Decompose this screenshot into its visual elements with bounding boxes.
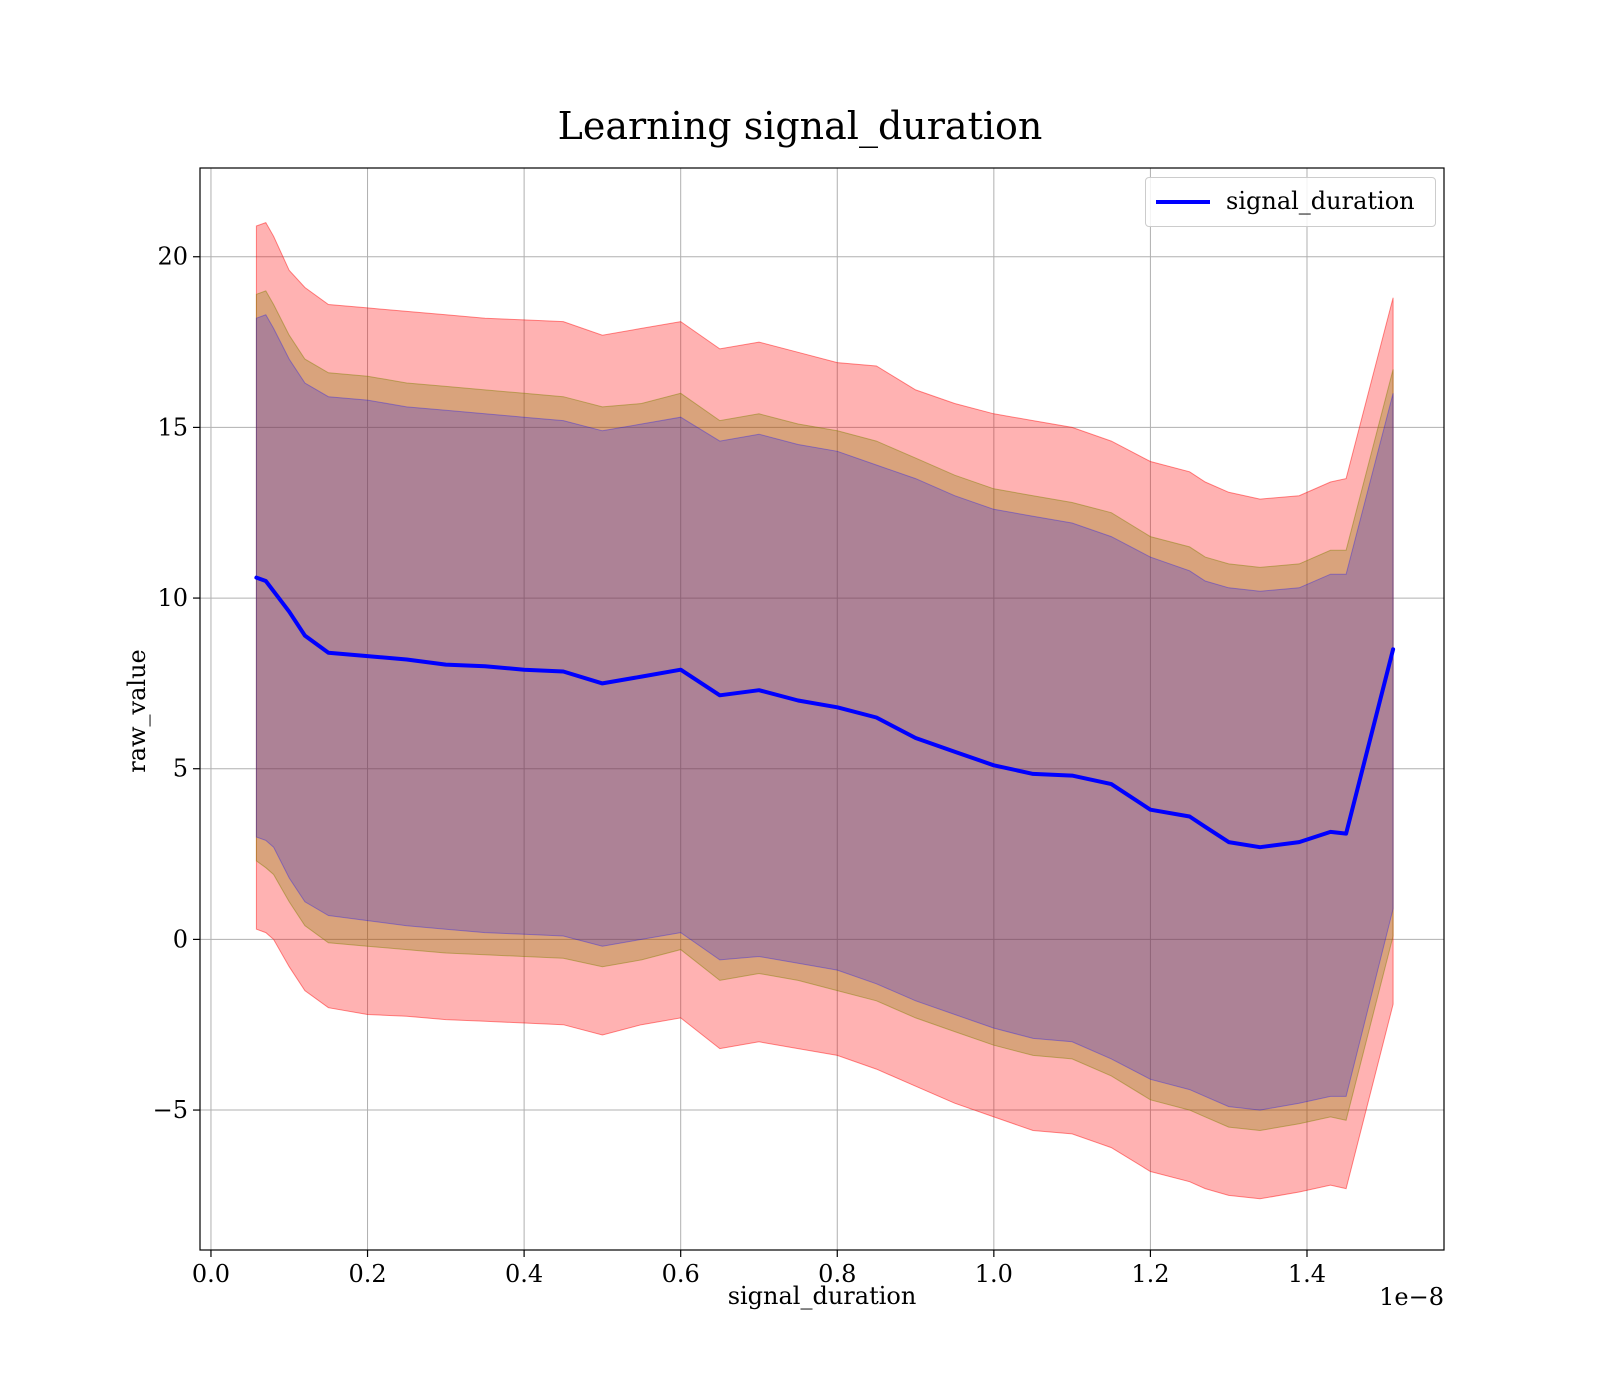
confidence-band-2 (255, 290, 1394, 1132)
tick-layer: 0.0 0.2 0.4 0.6 0.8 1.0 1.2 1.4 −5 0 5 10 15 20 (153, 243, 1326, 1288)
plot-frame (199, 167, 1445, 1251)
x-tick-label: 0.4 (505, 1260, 543, 1288)
x-axis-label: signal_duration (727, 1282, 917, 1310)
legend: signal_duration (1145, 177, 1436, 227)
x-tick-label: 0.6 (662, 1260, 700, 1288)
x-tick-label: 1.0 (975, 1260, 1013, 1288)
y-axis-label: raw_value (123, 649, 151, 773)
confidence-band-1 (255, 221, 1394, 1200)
y-tick-label: 10 (157, 584, 188, 612)
x-axis-offset-label: 1e−8 (1379, 1283, 1444, 1311)
x-tick-label: 0.0 (192, 1260, 230, 1288)
series-line-signal_duration (254, 575, 1396, 850)
y-tick-label: 0 (173, 925, 188, 953)
y-tick-label: 20 (157, 243, 188, 271)
chart-title: Learning signal_duration (557, 104, 1043, 148)
y-tick-label: 15 (157, 413, 188, 441)
confidence-band-3 (255, 314, 1394, 1111)
band-layer (255, 221, 1394, 1200)
legend-line-swatch (1156, 200, 1210, 204)
x-tick-label: 0.8 (818, 1260, 856, 1288)
x-tick-label: 1.2 (1131, 1260, 1169, 1288)
legend-label: signal_duration (1226, 187, 1415, 215)
x-tick-label: 0.2 (348, 1260, 386, 1288)
y-tick-label: 5 (173, 755, 188, 783)
x-tick-label: 1.4 (1288, 1260, 1326, 1288)
grid-layer (200, 168, 1444, 1250)
line-layer (254, 575, 1396, 850)
y-tick-label: −5 (153, 1096, 188, 1124)
